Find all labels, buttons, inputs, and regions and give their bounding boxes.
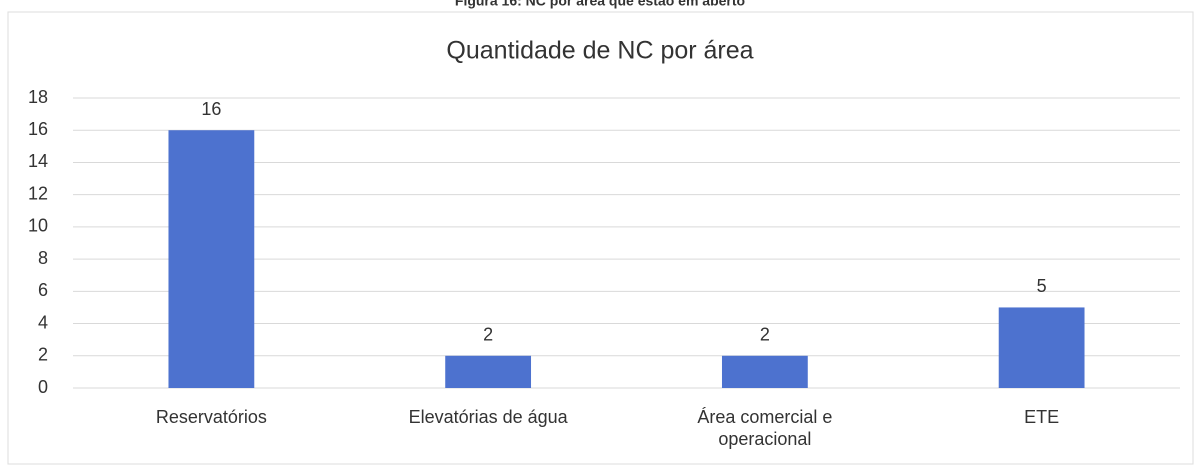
bar xyxy=(445,355,532,388)
figure-caption: Figura 16: NC por área que estão em aber… xyxy=(455,0,745,9)
data-label: 2 xyxy=(760,325,770,345)
y-tick-label: 18 xyxy=(28,87,48,107)
y-tick-label: 10 xyxy=(28,216,48,236)
y-tick-label: 4 xyxy=(38,312,48,332)
y-tick-label: 12 xyxy=(28,183,48,203)
x-tick-label: ETE xyxy=(1024,407,1060,427)
chart-title: Quantidade de NC por área xyxy=(446,37,753,65)
y-tick-label: 6 xyxy=(38,280,48,300)
bar xyxy=(168,130,255,388)
x-tick-label: Elevatórias de água xyxy=(408,407,568,427)
chart-border xyxy=(7,11,1194,465)
data-label: 2 xyxy=(483,325,493,345)
y-tick-label: 8 xyxy=(38,248,48,268)
y-tick-label: 16 xyxy=(28,119,48,139)
y-tick-label: 2 xyxy=(38,345,48,365)
x-tick-label: Reservatórios xyxy=(155,407,267,427)
x-tick-label: Área comercial e operacional xyxy=(697,407,833,449)
data-label: 16 xyxy=(201,99,221,119)
y-tick-label: 0 xyxy=(38,377,48,397)
bar xyxy=(721,355,808,388)
data-label: 5 xyxy=(1037,276,1047,296)
y-tick-label: 14 xyxy=(28,151,48,171)
bar xyxy=(998,307,1085,388)
